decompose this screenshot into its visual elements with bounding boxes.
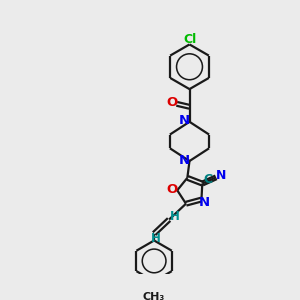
Text: N: N (216, 169, 226, 182)
Text: N: N (199, 196, 210, 209)
Text: CH₃: CH₃ (143, 292, 165, 300)
Text: N: N (178, 154, 190, 167)
Text: C: C (204, 173, 213, 186)
Text: H: H (170, 210, 180, 223)
Text: O: O (166, 183, 177, 196)
Text: H: H (152, 232, 161, 245)
Text: Cl: Cl (183, 33, 196, 46)
Text: N: N (179, 115, 190, 128)
Text: O: O (167, 96, 178, 109)
